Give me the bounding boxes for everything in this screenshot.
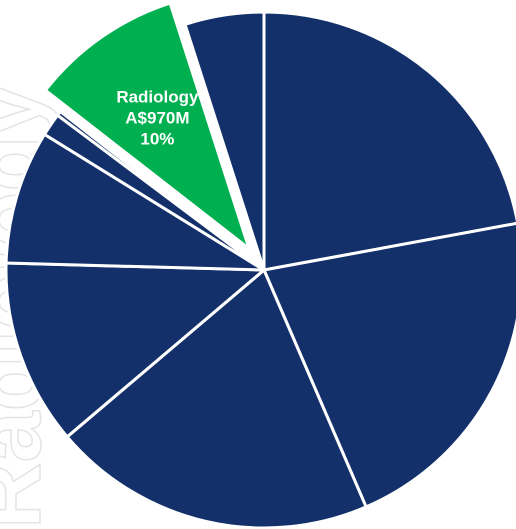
slice-label-line-3: 10% [140, 130, 174, 149]
pie-slice-9 [183, 10, 266, 272]
slice-label-line-2: A$970M [125, 109, 189, 128]
pie-slice-4 [4, 261, 266, 439]
pie-slice-2 [262, 221, 516, 509]
pie-slices [4, 1, 516, 529]
slice-label-8: Radiology A$970M 10% [116, 88, 199, 149]
slice-label-line-1: Radiology [116, 88, 199, 107]
pie-slice-1 [262, 10, 516, 272]
pie-slice-8 [43, 1, 251, 251]
pie-slice-3 [65, 268, 368, 529]
pie-slice-7 [56, 110, 266, 272]
pie-slice-5 [4, 132, 266, 272]
pie-labels: Radiology A$970M 10% [116, 88, 199, 149]
